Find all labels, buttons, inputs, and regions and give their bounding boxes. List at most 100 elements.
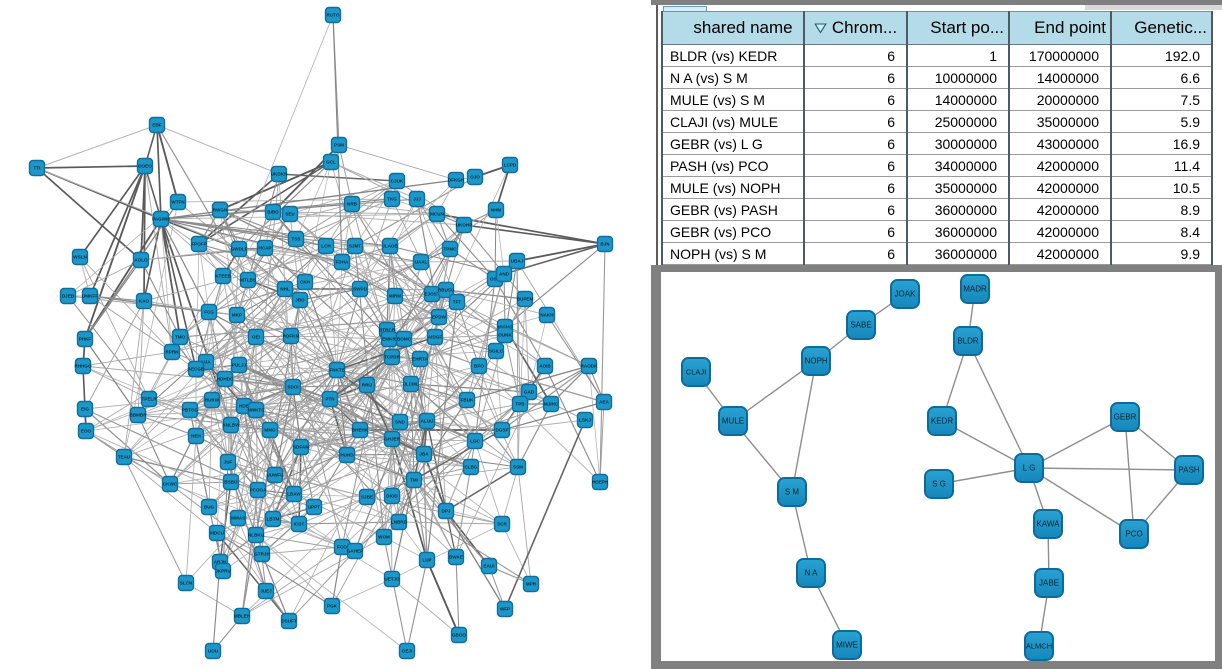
svg-text:NLBKU: NLBKU: [248, 533, 265, 538]
svg-text:TCPDR: TCPDR: [384, 355, 401, 360]
svg-text:TTI: TTI: [34, 166, 41, 171]
svg-text:BBMBR: BBMBR: [129, 413, 147, 418]
svg-text:DFKGH: DFKGH: [448, 178, 465, 183]
svg-text:KTEEB: KTEEB: [215, 274, 231, 279]
svg-text:MDCU: MDCU: [210, 531, 224, 536]
svg-text:LBAW: LBAW: [287, 492, 301, 497]
svg-text:TMI: TMI: [410, 478, 418, 483]
svg-text:TEAU: TEAU: [118, 455, 131, 460]
svg-text:FCG: FCG: [204, 310, 214, 315]
svg-text:UOU: UOU: [208, 649, 219, 654]
svg-text:AIDGF: AIDGF: [428, 335, 442, 340]
svg-text:PCOOA: PCOOA: [250, 488, 268, 493]
svg-text:HDHDC: HDHDC: [217, 377, 234, 382]
svg-text:FNKTE: FNKTE: [329, 368, 344, 373]
svg-text:WFP: WFP: [500, 607, 510, 612]
svg-text:S M: S M: [785, 488, 800, 497]
svg-text:LNBRD: LNBRD: [391, 520, 408, 525]
svg-text:HDB: HDB: [239, 404, 250, 409]
svg-text:UJA: UJA: [201, 360, 211, 365]
svg-text:UMKFF: UMKFF: [82, 294, 98, 299]
svg-text:RWGN: RWGN: [213, 208, 228, 213]
svg-text:FCO: FCO: [337, 545, 347, 550]
svg-text:PULJJ: PULJJ: [232, 363, 247, 368]
svg-text:BTRCB: BTRCB: [379, 328, 396, 333]
svg-text:BOMC: BOMC: [397, 337, 412, 342]
svg-text:BPO: BPO: [474, 364, 484, 369]
svg-text:ARJN: ARJN: [214, 560, 227, 565]
svg-text:HEH: HEH: [191, 434, 201, 439]
svg-text:DPJ: DPJ: [442, 509, 451, 514]
svg-text:PGK: PGK: [327, 604, 338, 609]
svg-text:ICDT: ICDT: [294, 522, 305, 527]
svg-text:GTRJH: GTRJH: [254, 552, 270, 557]
svg-text:GHJER: GHJER: [384, 437, 401, 442]
svg-text:CLBG: CLBG: [464, 465, 477, 470]
svg-text:JUF: JUF: [224, 460, 233, 465]
svg-text:LCPD: LCPD: [504, 163, 517, 168]
svg-text:RRIJ: RRIJ: [362, 383, 373, 388]
svg-text:DOEO: DOEO: [138, 164, 152, 169]
svg-text:UAAL: UAAL: [415, 260, 428, 265]
svg-text:GBOO: GBOO: [452, 633, 466, 638]
svg-text:UPPT: UPPT: [308, 505, 320, 510]
svg-text:KEDR: KEDR: [931, 417, 953, 426]
svg-text:DGSP: DGSP: [495, 428, 508, 433]
svg-text:FPOFP: FPOFP: [191, 242, 206, 247]
svg-text:SJBE: SJBE: [361, 495, 373, 500]
svg-text:JJJ: JJJ: [413, 197, 421, 202]
svg-text:DWAE: DWAE: [449, 555, 463, 560]
svg-text:TPB: TPB: [515, 402, 525, 407]
svg-text:AOLO: AOLO: [134, 258, 148, 263]
svg-text:TPMC: TPMC: [443, 247, 457, 252]
svg-text:EPDW: EPDW: [432, 315, 446, 320]
svg-text:BJN: BJN: [600, 242, 610, 247]
svg-text:RUKW: RUKW: [205, 398, 220, 403]
svg-text:MIWE: MIWE: [836, 641, 858, 650]
svg-text:TKG: TKG: [387, 197, 397, 202]
svg-text:GAD: GAD: [524, 390, 535, 395]
svg-text:UKOHP: UKOHP: [456, 223, 473, 228]
svg-text:S G: S G: [932, 480, 946, 489]
svg-text:AECGB: AECGB: [188, 367, 205, 372]
svg-text:PCO: PCO: [1125, 530, 1142, 539]
svg-text:ALUU: ALUU: [421, 419, 434, 424]
svg-text:CLAJI: CLAJI: [686, 368, 706, 377]
svg-text:MADR: MADR: [963, 285, 987, 294]
svg-text:PAGWM: PAGWM: [152, 217, 170, 222]
svg-text:EIG: EIG: [81, 407, 89, 412]
svg-text:RPRN: RPRN: [165, 350, 179, 355]
svg-text:TFT: TFT: [453, 300, 462, 305]
svg-text:SND: SND: [395, 420, 405, 425]
svg-text:KAO: KAO: [139, 299, 150, 304]
svg-text:JABE: JABE: [1039, 579, 1059, 588]
svg-text:TSS: TSS: [292, 237, 301, 242]
svg-text:MTLBS: MTLBS: [240, 278, 256, 283]
svg-text:EMKR: EMKR: [382, 337, 396, 342]
svg-text:N A: N A: [805, 569, 819, 578]
svg-text:AEA: AEA: [599, 400, 609, 405]
svg-text:GCL: GCL: [326, 160, 336, 165]
svg-text:WOM: WOM: [378, 535, 390, 540]
svg-text:NRB: NRB: [347, 202, 358, 207]
svg-text:MCUN: MCUN: [430, 212, 444, 217]
svg-text:CKWC: CKWC: [163, 482, 178, 487]
svg-text:UUWFU: UUWFU: [266, 473, 284, 478]
svg-text:NWKTC: NWKTC: [247, 408, 265, 413]
svg-text:SDFAM: SDFAM: [293, 445, 309, 450]
svg-text:MBLEH: MBLEH: [234, 614, 251, 619]
svg-text:UBAJ: UBAJ: [511, 259, 524, 264]
svg-text:BUG: BUG: [204, 505, 215, 510]
svg-text:OEJI: OEJI: [402, 649, 412, 654]
svg-text:BLDR: BLDR: [957, 337, 979, 346]
svg-text:DIOD: DIOD: [386, 494, 398, 499]
svg-text:OUNK: OUNK: [498, 333, 512, 338]
svg-text:OEI: OEI: [252, 335, 260, 340]
svg-text:NHL: NHL: [280, 287, 290, 292]
svg-text:MPR: MPR: [526, 582, 537, 587]
svg-text:HOEPH: HOEPH: [592, 480, 609, 485]
svg-text:GWDLF: GWDLF: [231, 247, 248, 252]
svg-text:LCH: LCH: [321, 244, 331, 249]
svg-text:MULE: MULE: [722, 417, 744, 426]
svg-text:FBUK: FBUK: [461, 398, 474, 403]
